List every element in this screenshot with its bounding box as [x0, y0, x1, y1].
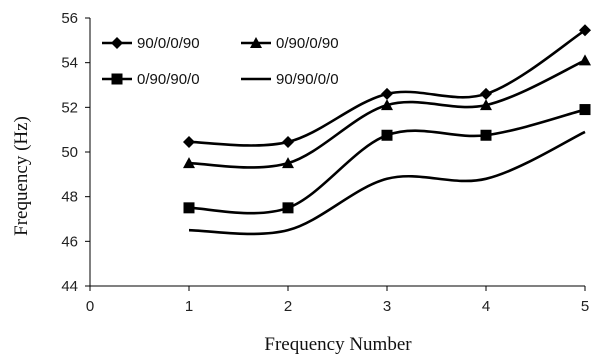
series-2-point	[381, 99, 393, 111]
y-tick-label: 44	[61, 278, 78, 295]
series-3-point	[381, 129, 393, 141]
series-2-point	[480, 99, 492, 111]
legend-marker-2	[250, 37, 262, 48]
x-axis-ticks: 0 1 2 3 4 5	[86, 286, 589, 315]
series-1-point	[480, 87, 492, 100]
series-3-point	[480, 129, 492, 141]
series-line-1	[188, 29, 586, 147]
x-tick-label: 0	[86, 298, 94, 315]
legend-label-3: 0/90/90/0	[137, 71, 200, 88]
legend-label-1: 90/0/0/90	[137, 35, 200, 52]
series-line-4	[188, 130, 586, 236]
series-2-point	[183, 157, 195, 169]
y-tick-label: 52	[61, 99, 78, 116]
y-tick-label: 48	[61, 189, 78, 206]
x-tick-label: 2	[284, 298, 292, 315]
y-axis-title: Frequency (Hz)	[11, 116, 32, 236]
series-2-point	[282, 157, 294, 169]
y-tick-label: 54	[61, 55, 78, 72]
series-1-point	[579, 24, 591, 37]
series-markers	[183, 24, 591, 214]
series-1-point	[282, 135, 294, 148]
legend-marker-1	[111, 37, 123, 49]
y-tick-label: 50	[61, 144, 78, 161]
y-tick-label: 56	[61, 10, 78, 27]
x-axis-title: Frequency Number	[264, 334, 412, 355]
legend-marker-3	[111, 73, 123, 85]
series-3-point	[183, 202, 195, 214]
series-line-2	[188, 59, 586, 169]
series-3-point	[579, 104, 591, 116]
series-3-point	[282, 202, 294, 214]
series-1-point	[381, 87, 393, 100]
x-tick-label: 4	[482, 298, 490, 315]
y-axis-ticks: 44 46 48 50 52 54 56	[61, 10, 90, 295]
x-tick-label: 3	[383, 298, 391, 315]
series-line-3	[188, 108, 586, 215]
series-1-point	[183, 135, 195, 148]
x-tick-label: 5	[581, 298, 589, 315]
legend: 90/0/0/90 0/90/0/90 0/90/90/0 90/90/0/0	[102, 35, 339, 88]
legend-label-2: 0/90/0/90	[276, 35, 339, 52]
x-tick-label: 1	[185, 298, 193, 315]
legend-label-4: 90/90/0/0	[276, 71, 339, 88]
series-2-point	[579, 54, 591, 66]
y-tick-label: 46	[61, 233, 78, 250]
